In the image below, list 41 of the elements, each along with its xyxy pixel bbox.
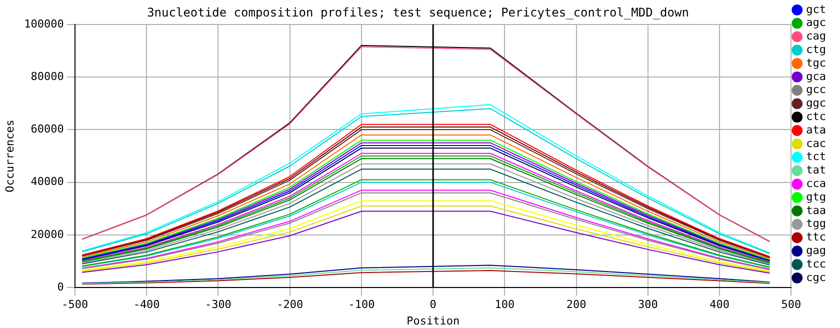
legend-label: taa (806, 204, 826, 217)
legend-label: tat (806, 164, 826, 177)
y-tick-label: 20000 (30, 228, 64, 241)
legend-label: gtg (806, 190, 826, 204)
y-tick-label: 40000 (30, 175, 64, 188)
legend-label: cac (806, 136, 826, 150)
legend-label: tct (806, 150, 826, 164)
chart-title: 3nucleotide composition profiles; test sequence; Pericytes_control_MDD_down (147, 5, 689, 20)
y-tick-label: 80000 (30, 70, 64, 83)
legend-label: agc (806, 16, 826, 30)
x-tick-label: 400 (710, 298, 730, 312)
legend-label: gca (806, 70, 826, 83)
x-tick-label: 500 (781, 298, 802, 312)
x-tick-label: -100 (348, 298, 375, 312)
legend-label: gag (806, 244, 826, 257)
legend-label: gcc (806, 83, 826, 96)
y-tick-label: 100000 (24, 17, 64, 30)
legend-label: tcc (806, 257, 826, 270)
legend-label: ggc (806, 96, 826, 110)
legend-label: ctg (806, 42, 826, 56)
legend-label: cca (806, 176, 826, 190)
y-tick-label: 0 (57, 280, 64, 294)
x-axis-title: Position (406, 314, 460, 328)
x-tick-label: -500 (62, 298, 88, 312)
x-tick-label: 200 (566, 298, 586, 312)
legend-label: ata (806, 123, 826, 136)
legend-label: tgg (806, 217, 826, 230)
y-tick-label: 60000 (30, 122, 64, 136)
legend-label: cgc (806, 270, 826, 284)
x-tick-label: 0 (430, 298, 436, 312)
y-axis-title: Occurrences (3, 120, 16, 192)
x-tick-label: -200 (276, 298, 304, 312)
x-tick-label: 300 (638, 298, 658, 312)
legend-label: gct (806, 2, 826, 16)
legend-label: tgc (806, 56, 826, 70)
x-tick-label: -400 (133, 298, 160, 312)
legend-label: cag (806, 30, 826, 43)
legend-label: ttc (806, 230, 826, 244)
x-tick-label: 100 (494, 298, 515, 312)
legend-label: ctc (806, 110, 826, 123)
x-tick-label: -300 (204, 298, 232, 312)
